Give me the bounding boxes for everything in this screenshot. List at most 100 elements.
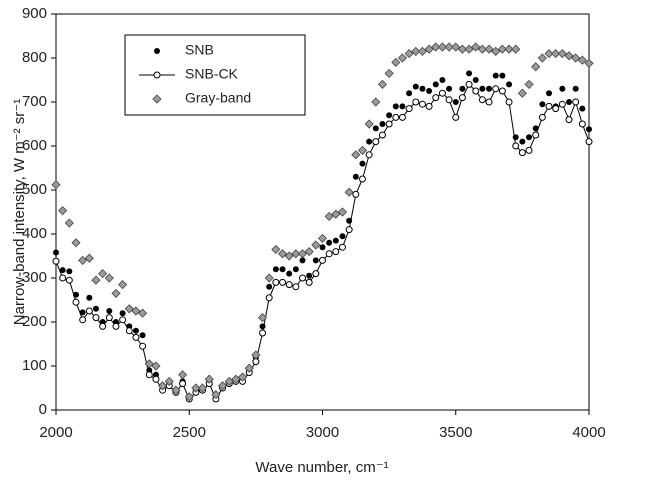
point — [59, 267, 66, 274]
point — [386, 112, 393, 119]
point — [517, 88, 527, 98]
point — [525, 146, 533, 154]
point — [231, 374, 241, 384]
point — [406, 90, 413, 97]
point — [285, 281, 293, 289]
legend-marker — [154, 48, 160, 54]
point — [92, 314, 100, 322]
point — [251, 350, 261, 360]
point — [425, 102, 433, 110]
point — [526, 134, 533, 141]
point — [331, 209, 341, 219]
point — [326, 239, 333, 246]
point — [506, 81, 513, 88]
point — [552, 105, 560, 113]
point — [171, 385, 181, 395]
point — [319, 256, 326, 264]
point — [179, 380, 187, 388]
point — [364, 119, 374, 129]
point — [317, 233, 328, 243]
point — [371, 97, 381, 107]
point — [365, 151, 373, 159]
point — [338, 243, 346, 251]
point — [524, 79, 534, 89]
point — [58, 206, 68, 216]
point — [372, 138, 380, 146]
point — [352, 190, 360, 198]
point — [178, 370, 188, 380]
y-tick-label: 800 — [22, 49, 47, 66]
point — [312, 270, 320, 278]
point — [191, 383, 201, 393]
point — [412, 98, 420, 106]
point — [99, 322, 107, 330]
point — [257, 313, 268, 323]
point — [91, 275, 101, 285]
point — [105, 314, 113, 322]
x-axis-title: Wave number, cm⁻¹ — [255, 459, 388, 476]
x-tick-label: 2000 — [39, 424, 72, 441]
point — [451, 42, 461, 52]
point — [84, 253, 94, 263]
point — [344, 187, 354, 197]
point — [512, 142, 520, 150]
point — [85, 307, 93, 315]
y-tick-label: 200 — [22, 313, 47, 330]
point — [265, 294, 273, 302]
point — [584, 58, 594, 68]
point — [304, 247, 314, 257]
x-tick-label: 3500 — [439, 424, 472, 441]
point — [112, 322, 120, 330]
point — [312, 257, 319, 264]
point — [299, 257, 306, 264]
point — [132, 333, 140, 341]
point — [184, 392, 194, 402]
point — [244, 363, 254, 373]
point — [464, 44, 474, 54]
point — [158, 381, 168, 391]
point — [345, 226, 353, 234]
point — [391, 57, 401, 67]
point — [585, 138, 593, 146]
point — [432, 94, 440, 102]
point — [151, 361, 161, 371]
point — [64, 218, 74, 228]
y-axis-title: Narrow-band intensity, W m⁻² sr⁻¹ — [11, 99, 28, 325]
point — [138, 308, 148, 318]
point — [472, 87, 480, 95]
point — [498, 87, 506, 95]
point — [405, 105, 413, 113]
point — [291, 249, 301, 259]
point — [53, 249, 59, 256]
legend-label: SNB-CK — [185, 66, 239, 82]
point — [538, 113, 546, 121]
point — [377, 79, 388, 89]
point — [164, 376, 174, 386]
point — [545, 102, 553, 110]
point — [565, 116, 573, 124]
y-tick-label: 900 — [22, 5, 47, 22]
point — [144, 359, 154, 369]
point — [98, 269, 108, 279]
point — [272, 278, 280, 286]
point — [78, 255, 88, 265]
point — [457, 44, 467, 54]
point — [511, 44, 521, 54]
x-tick-label: 3000 — [306, 424, 339, 441]
point — [224, 376, 234, 386]
point — [537, 53, 547, 63]
point — [106, 308, 113, 314]
point — [571, 53, 581, 63]
point — [279, 266, 286, 273]
point — [72, 298, 80, 306]
point — [546, 90, 553, 97]
point — [359, 160, 366, 167]
point — [139, 332, 146, 339]
point — [65, 276, 73, 284]
point — [306, 272, 313, 279]
point — [444, 42, 454, 52]
legend-marker — [152, 94, 162, 104]
point — [198, 383, 208, 393]
point — [539, 101, 546, 108]
legend-label: Gray-band — [185, 90, 251, 106]
